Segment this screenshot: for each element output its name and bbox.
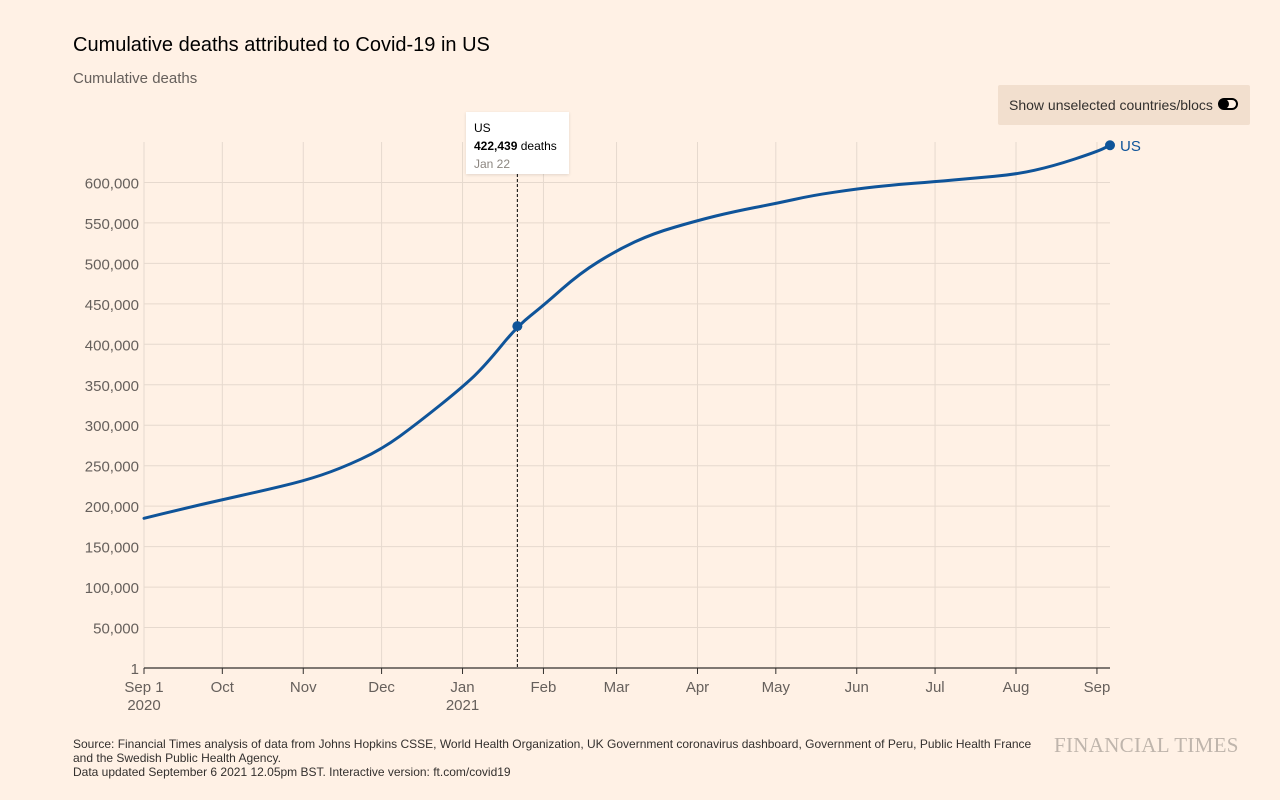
show-unselected-toggle[interactable]: Show unselected countries/blocs	[998, 85, 1250, 125]
toggle-knob	[1219, 99, 1229, 109]
toggle-switch-icon[interactable]	[1218, 98, 1238, 110]
y-tick-label: 250,000	[85, 459, 139, 476]
x-tick-label: Jan	[450, 679, 474, 696]
x-tick-label: Dec	[368, 679, 395, 696]
tooltip-series: US	[474, 121, 491, 135]
y-tick-label: 450,000	[85, 297, 139, 314]
x-tick-label: Oct	[211, 679, 235, 696]
x-tick-sublabel: 2020	[127, 697, 160, 714]
y-tick-label: 600,000	[85, 175, 139, 192]
y-tick-label: 300,000	[85, 418, 139, 435]
tooltip-unit: deaths	[520, 139, 557, 153]
toggle-label: Show unselected countries/blocs	[1009, 97, 1213, 113]
y-tick-label: 150,000	[85, 540, 139, 557]
ft-logo: FINANCIAL TIMES	[1054, 733, 1239, 757]
x-tick-label: Sep 1	[124, 679, 163, 696]
y-tick-label: 350,000	[85, 378, 139, 395]
x-tick-label: Aug	[1003, 679, 1030, 696]
chart-subtitle: Cumulative deaths	[73, 70, 198, 87]
x-tick-label: Jun	[845, 679, 869, 696]
y-tick-label: 100,000	[85, 580, 139, 597]
x-tick-label: Mar	[604, 679, 630, 696]
y-tick-label: 200,000	[85, 499, 139, 516]
y-tick-label: 500,000	[85, 256, 139, 273]
y-tick-label: 50,000	[93, 621, 139, 638]
x-tick-label: Apr	[686, 679, 709, 696]
x-tick-label: May	[762, 679, 791, 696]
x-tick-label: Sep	[1084, 679, 1111, 696]
chart-title: Cumulative deaths attributed to Covid-19…	[73, 34, 490, 56]
x-tick-label: Jul	[925, 679, 944, 696]
x-tick-label: Nov	[290, 679, 317, 696]
x-tick-sublabel: 2021	[446, 697, 479, 714]
chart-tooltip: US 422,439 deaths Jan 22	[466, 112, 569, 174]
source-text: Source: Financial Times analysis of data…	[73, 737, 1032, 765]
y-tick-label: 1	[131, 661, 139, 678]
source-note: Source: Financial Times analysis of data…	[73, 737, 1048, 779]
updated-text: Data updated September 6 2021 12.05pm BS…	[73, 765, 511, 779]
x-tick-label: Feb	[531, 679, 557, 696]
series-end-label: US	[1120, 138, 1141, 155]
y-tick-label: 400,000	[85, 337, 139, 354]
highlight-point	[512, 321, 523, 332]
series-line-us	[142, 143, 1112, 520]
y-tick-label: 550,000	[85, 216, 139, 233]
tooltip-date: Jan 22	[474, 157, 511, 171]
tooltip-value: 422,439	[474, 139, 518, 153]
series-end-point	[1105, 140, 1115, 151]
